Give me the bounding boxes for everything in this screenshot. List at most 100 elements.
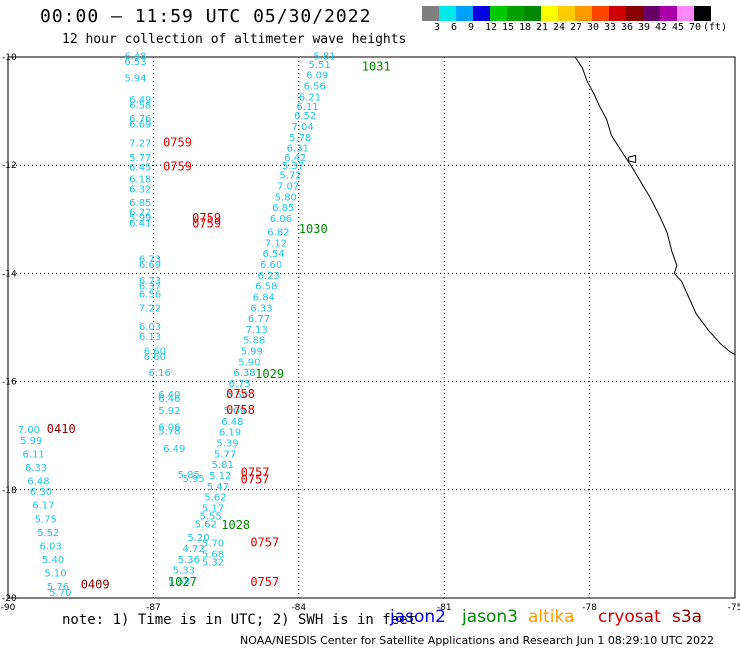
swh-value: 5.32 bbox=[202, 558, 224, 569]
color-bar-swatch bbox=[575, 6, 592, 21]
swh-value: 6.06 bbox=[270, 214, 292, 225]
map-subtitle: 12 hour collection of altimeter wave hei… bbox=[62, 32, 407, 47]
swh-value: 7.27 bbox=[129, 138, 151, 149]
legend-item-jason2: jason2 bbox=[390, 607, 446, 627]
swh-value: 6.37 bbox=[139, 282, 161, 293]
swh-value: 5.62 bbox=[195, 520, 217, 531]
swh-value: 6.32 bbox=[129, 184, 151, 195]
map-title: 00:00 – 11:59 UTC 05/30/2022 bbox=[40, 6, 372, 27]
swh-value: 5.17 bbox=[202, 503, 224, 514]
lat-tick-label: -20 bbox=[2, 594, 17, 604]
swh-value: 6.77 bbox=[248, 314, 270, 325]
color-bar-label: 30 bbox=[587, 22, 600, 33]
color-bar-swatch bbox=[524, 6, 541, 21]
swh-value: 5.70 bbox=[202, 539, 224, 550]
swh-value: 6.19 bbox=[219, 428, 241, 439]
track-time-label: 1031 bbox=[362, 60, 391, 74]
swh-value: 6.60 bbox=[144, 352, 166, 363]
swh-value: 6.17 bbox=[32, 501, 54, 512]
lat-tick-label: -14 bbox=[2, 269, 17, 279]
swh-value: 6.50 bbox=[226, 390, 248, 401]
swh-value: 5.80 bbox=[275, 192, 297, 203]
swh-value: 5.10 bbox=[44, 568, 66, 579]
color-bar-swatch bbox=[439, 6, 456, 21]
swh-value: 6.09 bbox=[306, 71, 328, 82]
swh-value: 5.94 bbox=[124, 73, 146, 84]
track-time-label: 0759 bbox=[192, 216, 221, 230]
swh-value: 6.49 bbox=[129, 95, 151, 106]
swh-value: 7.07 bbox=[277, 182, 299, 193]
swh-value: 6.48 bbox=[27, 476, 49, 487]
legend-item-s3a: s3a bbox=[672, 607, 703, 627]
color-bar-label: 33 bbox=[604, 22, 617, 33]
color-bar-swatch bbox=[626, 6, 643, 21]
color-bar-swatch bbox=[592, 6, 609, 21]
swh-value: 6.42 bbox=[284, 153, 306, 164]
swh-value: 7.04 bbox=[292, 122, 314, 133]
track-time-label: 0757 bbox=[241, 465, 270, 479]
swh-value: 5.40 bbox=[42, 555, 64, 566]
color-bar-label: 15 bbox=[502, 22, 515, 33]
swh-value: 6.84 bbox=[253, 292, 275, 303]
color-bar-swatch bbox=[541, 6, 558, 21]
color-bar bbox=[422, 6, 711, 21]
swh-value: 5.51 bbox=[308, 60, 330, 71]
swh-value: 6.33 bbox=[250, 303, 272, 314]
swh-value: 5.92 bbox=[158, 406, 180, 417]
coastline bbox=[574, 56, 736, 355]
swh-value: 7.12 bbox=[265, 238, 287, 249]
swh-value: 6.18 bbox=[129, 175, 151, 186]
footer-note: note: 1) Time is in UTC; 2) SWH is in fe… bbox=[62, 612, 417, 628]
swh-value: 6.73 bbox=[139, 255, 161, 266]
swh-value: 5.78 bbox=[289, 133, 311, 144]
track-time-label: 1029 bbox=[255, 367, 284, 381]
swh-value: 5.37 bbox=[282, 161, 304, 172]
color-bar-swatch bbox=[609, 6, 626, 21]
swh-value: 4.72 bbox=[182, 544, 204, 555]
color-bar-swatch bbox=[507, 6, 524, 21]
color-bar-label: 36 bbox=[621, 22, 634, 33]
track-time-label: 0757 bbox=[250, 575, 279, 589]
color-bar-label: 21 bbox=[536, 22, 549, 33]
lon-tick-label: -81 bbox=[437, 603, 452, 613]
swh-value: 5.81 bbox=[212, 460, 234, 471]
swh-value: 6.11 bbox=[23, 449, 45, 460]
swh-value: 6.46 bbox=[158, 394, 180, 405]
island bbox=[627, 154, 637, 164]
swh-value: 7.22 bbox=[139, 303, 161, 314]
swh-value: 6.48 bbox=[221, 417, 243, 428]
color-bar-swatch bbox=[643, 6, 660, 21]
swh-value: 5.88 bbox=[243, 336, 265, 347]
swh-value: 6.56 bbox=[304, 81, 326, 92]
swh-value: 6.53 bbox=[124, 57, 146, 68]
legend-item-cryosat: cryosat bbox=[598, 607, 661, 627]
swh-value: 5.99 bbox=[129, 213, 151, 224]
swh-value: 5.78 bbox=[158, 427, 180, 438]
track-time-label: 1030 bbox=[299, 222, 328, 236]
track-time-label: 0759 bbox=[192, 211, 221, 225]
color-bar-label: 39 bbox=[638, 22, 651, 33]
swh-value: 5.52 bbox=[37, 528, 59, 539]
track-time-label: 1027 bbox=[168, 575, 197, 589]
color-bar-swatch bbox=[694, 6, 711, 21]
swh-value: 6.69 bbox=[139, 260, 161, 271]
color-bar-label: 27 bbox=[570, 22, 583, 33]
color-bar-labels: 3 6 9 12 15 18 21 24 27 30 33 36 39 42 45 70 (ft) bbox=[422, 22, 732, 36]
swh-value: 5.39 bbox=[216, 439, 238, 450]
map-frame bbox=[7, 56, 736, 599]
swh-value: 6.85 bbox=[272, 203, 294, 214]
track-time-label: 0757 bbox=[250, 536, 279, 550]
swh-value: 6.30 bbox=[30, 487, 52, 498]
swh-value: 5.77 bbox=[214, 449, 236, 460]
track-time-label: 0759 bbox=[163, 135, 192, 149]
color-bar-label: 3 bbox=[434, 22, 441, 33]
swh-value: 5.81 bbox=[313, 52, 335, 63]
swh-value: 6.73 bbox=[139, 276, 161, 287]
track-time-label: 0409 bbox=[81, 577, 110, 591]
swh-value: 6.16 bbox=[149, 368, 171, 379]
color-bar-label: 12 bbox=[485, 22, 498, 33]
color-bar-label: 24 bbox=[553, 22, 566, 33]
track-time-label: 0759 bbox=[163, 160, 192, 174]
swh-value: 6.03 bbox=[139, 322, 161, 333]
swh-value: 6.33 bbox=[25, 463, 47, 474]
